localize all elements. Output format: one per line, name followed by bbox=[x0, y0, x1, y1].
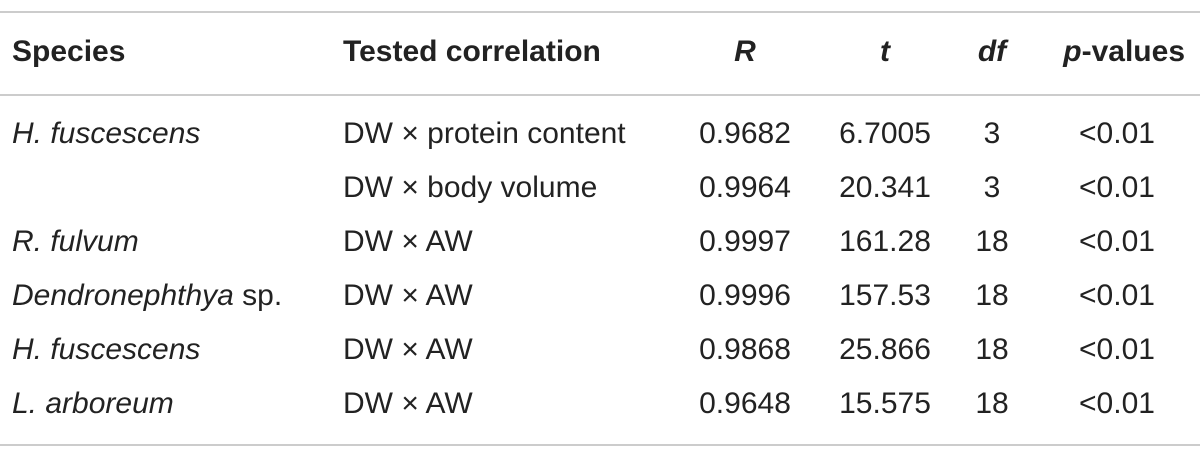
table-cell: DW × body volume bbox=[343, 171, 598, 204]
table-cell: H. fuscescens bbox=[12, 333, 201, 366]
bottom-rule bbox=[0, 444, 1200, 446]
table-cell: 0.9648 bbox=[699, 387, 791, 420]
table-cell: 25.866 bbox=[839, 333, 931, 366]
table-cell: 3 bbox=[983, 171, 1001, 204]
text-segment: Dendronephthya bbox=[12, 279, 234, 312]
table-cell: 20.341 bbox=[839, 171, 931, 204]
table-cell: 0.9997 bbox=[699, 225, 791, 258]
text-segment: -values bbox=[1081, 35, 1185, 68]
table-cell: <0.01 bbox=[1079, 225, 1155, 258]
header-cell: Species bbox=[12, 35, 126, 68]
table-cell: 18 bbox=[975, 225, 1009, 258]
table-cell: <0.01 bbox=[1079, 387, 1155, 420]
table-cell: 157.53 bbox=[839, 279, 931, 312]
top-rule bbox=[0, 11, 1200, 13]
table-cell: 0.9682 bbox=[699, 117, 791, 150]
table-cell: <0.01 bbox=[1079, 333, 1155, 366]
table-cell: 0.9964 bbox=[699, 171, 791, 204]
text-segment: sp. bbox=[233, 279, 283, 312]
table-cell: DW × AW bbox=[343, 279, 473, 312]
header-cell: df bbox=[977, 35, 1007, 68]
header-cell: Tested correlation bbox=[343, 35, 601, 68]
table-cell: 0.9868 bbox=[699, 333, 791, 366]
table-cell: DW × protein content bbox=[343, 117, 626, 150]
table-cell: DW × AW bbox=[343, 333, 473, 366]
header-cell: p-values bbox=[1063, 32, 1185, 72]
table-cell: 3 bbox=[983, 117, 1001, 150]
table-cell: <0.01 bbox=[1079, 279, 1155, 312]
table-cell: L. arboreum bbox=[12, 387, 174, 420]
table-cell: 6.7005 bbox=[839, 117, 931, 150]
text-segment: p bbox=[1063, 35, 1082, 68]
table-cell: DW × AW bbox=[343, 225, 473, 258]
table-cell: 18 bbox=[975, 333, 1009, 366]
table-cell: <0.01 bbox=[1079, 171, 1155, 204]
table-cell: Dendronephthya sp. bbox=[12, 276, 282, 316]
table-cell: 0.9996 bbox=[699, 279, 791, 312]
table-cell: R. fulvum bbox=[12, 225, 139, 258]
table-cell: 161.28 bbox=[839, 225, 931, 258]
table-cell: 18 bbox=[975, 387, 1009, 420]
table-cell: <0.01 bbox=[1079, 117, 1155, 150]
table-cell: 18 bbox=[975, 279, 1009, 312]
table-cell: H. fuscescens bbox=[12, 117, 201, 150]
header-cell: t bbox=[880, 35, 890, 68]
header-cell: R bbox=[734, 35, 756, 68]
table-cell: DW × AW bbox=[343, 387, 473, 420]
header-rule bbox=[0, 94, 1200, 96]
table-cell: 15.575 bbox=[839, 387, 931, 420]
